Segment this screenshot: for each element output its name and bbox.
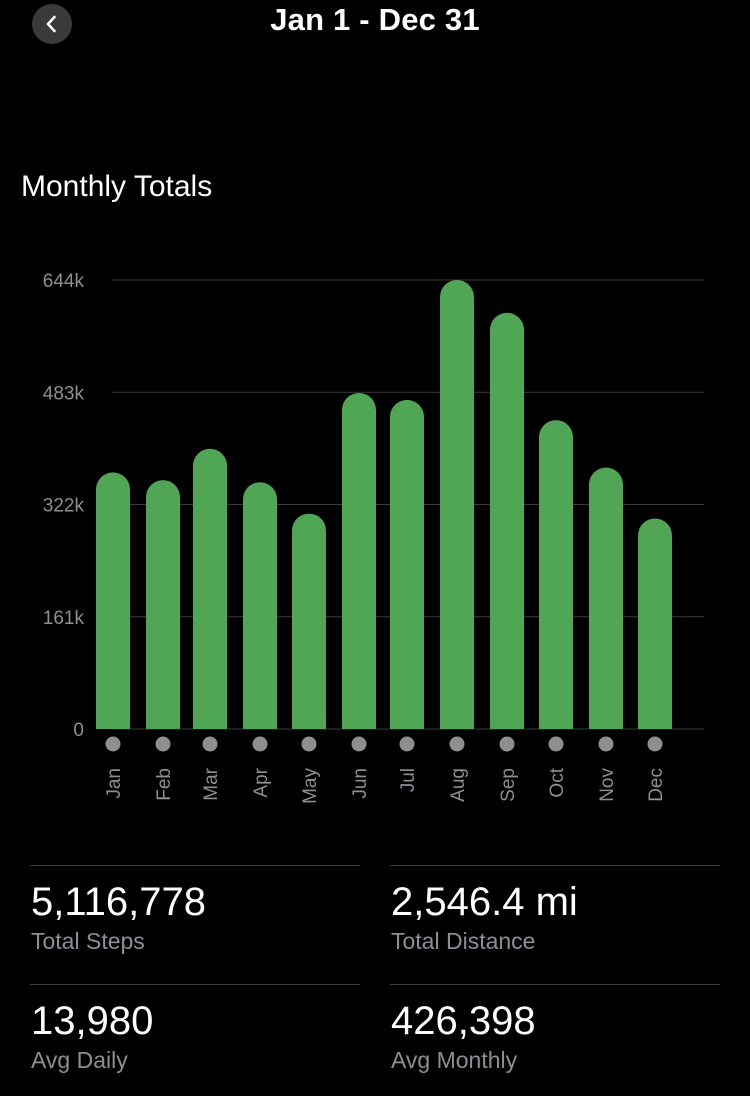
x-tick-label: Sep <box>498 768 519 802</box>
y-tick-label: 161k <box>43 608 85 629</box>
bar <box>193 448 227 729</box>
x-tick-dot <box>252 736 268 752</box>
x-tick-label: Jun <box>350 768 371 799</box>
y-tick-label: 0 <box>73 720 84 741</box>
x-tick-label: Apr <box>251 767 272 797</box>
x-tick-dot <box>449 736 465 752</box>
x-tick-dot <box>202 736 218 752</box>
y-tick-label: 483k <box>43 383 85 404</box>
bar <box>292 513 326 729</box>
stat-total-steps: 5,116,778 Total Steps <box>30 865 360 966</box>
stat-value: 5,116,778 <box>31 880 206 924</box>
bar <box>638 518 672 729</box>
x-tick-dot <box>399 736 415 752</box>
x-tick-dot <box>598 736 614 752</box>
x-tick-dot <box>548 736 564 752</box>
x-tick-label: Feb <box>154 768 175 801</box>
stat-total-distance: 2,546.4 mi Total Distance <box>390 865 720 966</box>
bar <box>390 399 424 729</box>
y-tick-label: 644k <box>43 271 85 292</box>
stat-value: 13,980 <box>31 999 154 1043</box>
stat-label: Total Distance <box>391 928 536 954</box>
back-button[interactable] <box>32 4 72 44</box>
bar <box>342 392 376 729</box>
x-tick-label: Dec <box>646 768 667 802</box>
x-tick-label: Aug <box>448 768 469 802</box>
bar <box>146 480 180 729</box>
bar <box>539 420 573 729</box>
section-title: Monthly Totals <box>21 170 213 203</box>
x-tick-dot <box>499 736 515 752</box>
x-tick-dot <box>351 736 367 752</box>
monthly-totals-chart: 0 161k 322k 483k 644k Jan Feb Mar Apr May Jun Jul Au… <box>0 260 750 820</box>
x-tick-dot <box>105 736 121 752</box>
x-tick-dot <box>647 736 663 752</box>
chevron-left-icon <box>46 15 56 33</box>
x-tick-label: Nov <box>597 768 618 802</box>
bar <box>490 312 524 729</box>
bar <box>440 280 474 729</box>
x-tick-label: Oct <box>547 767 568 797</box>
stat-label: Avg Daily <box>31 1047 128 1073</box>
x-tick-label: Jul <box>398 768 419 792</box>
stat-value: 426,398 <box>391 999 536 1043</box>
x-tick-dot <box>301 736 317 752</box>
bar <box>96 472 130 729</box>
stat-avg-monthly: 426,398 Avg Monthly <box>390 984 720 1085</box>
y-tick-label: 322k <box>43 496 85 517</box>
x-tick-label: Jan <box>104 768 125 799</box>
stat-label: Total Steps <box>31 928 145 954</box>
chart-canvas: 0 161k 322k 483k 644k Jan Feb Mar Apr May Jun Jul Au… <box>43 271 704 804</box>
bar <box>589 467 623 729</box>
stat-label: Avg Monthly <box>391 1047 518 1073</box>
x-tick-label: Mar <box>201 767 222 800</box>
page-title: Jan 1 - Dec 31 <box>270 2 480 37</box>
stat-avg-daily: 13,980 Avg Daily <box>30 984 360 1085</box>
bar <box>243 482 277 729</box>
x-tick-label: May <box>300 768 321 804</box>
stat-value: 2,546.4 mi <box>391 880 578 924</box>
x-tick-dot <box>155 736 171 752</box>
